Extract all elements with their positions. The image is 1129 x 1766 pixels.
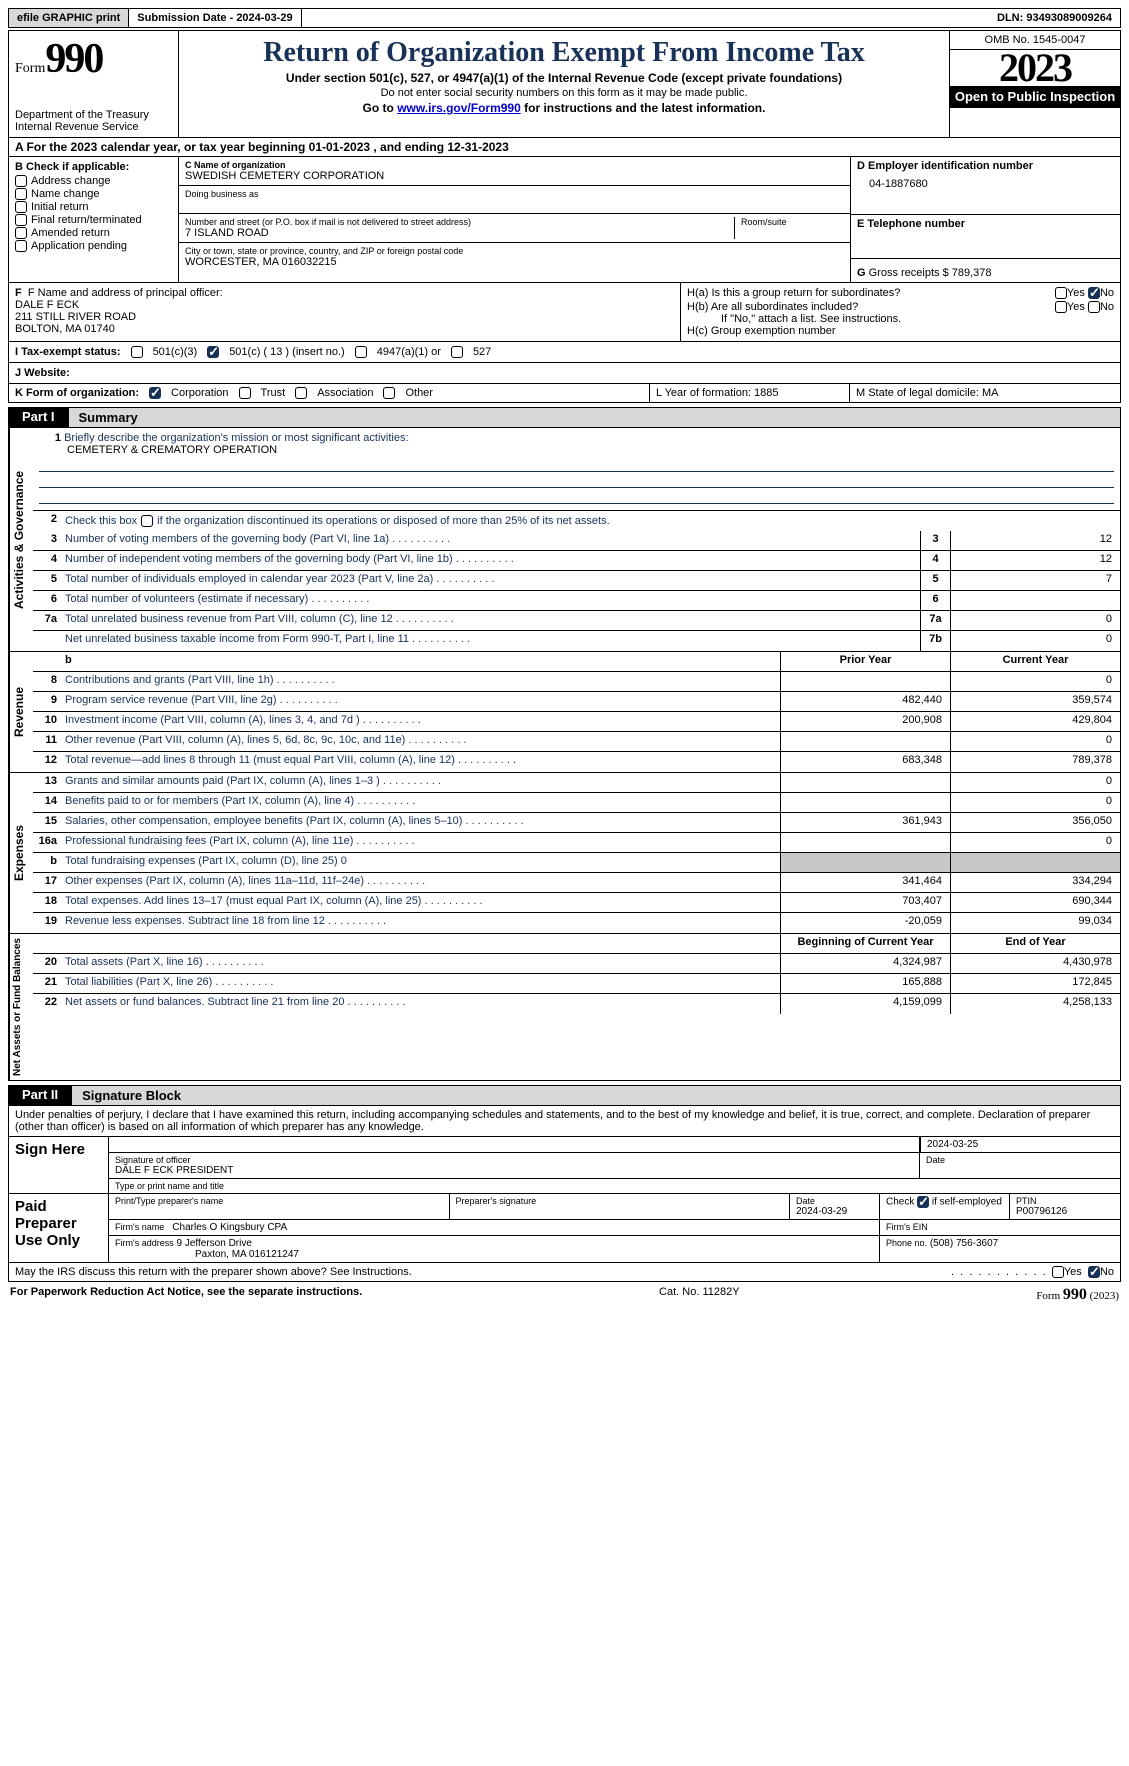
part1-header: Part I Summary — [8, 407, 1121, 428]
part2-header: Part II Signature Block — [8, 1085, 1121, 1106]
box-f: F F Name and address of principal office… — [9, 283, 680, 341]
chk-trust[interactable] — [239, 387, 251, 399]
chk-self-employed[interactable] — [917, 1196, 929, 1208]
box-h: H(a) Is this a group return for subordin… — [680, 283, 1120, 341]
sign-date: 2024-03-25 — [920, 1137, 1120, 1152]
chk-discuss-yes[interactable] — [1052, 1266, 1064, 1278]
row-j-website: J Website: — [8, 363, 1121, 384]
top-bar: efile GRAPHIC print Submission Date - 20… — [8, 8, 1121, 28]
section-fh: F F Name and address of principal office… — [8, 283, 1121, 342]
row-a-tax-year: A For the 2023 calendar year, or tax yea… — [8, 138, 1121, 157]
year-formation: L Year of formation: 1885 — [650, 384, 850, 402]
dln: DLN: 93493089009264 — [989, 9, 1120, 27]
chk-name-change[interactable] — [15, 188, 27, 200]
chk-discuss-no[interactable] — [1088, 1266, 1100, 1278]
form-header: Form990 Department of the Treasury Inter… — [8, 30, 1121, 138]
dept-treasury: Department of the Treasury — [15, 109, 172, 121]
box-b: B Check if applicable: Address change Na… — [9, 157, 179, 282]
officer-sig-name: DALE F ECK PRESIDENT — [115, 1165, 913, 1176]
chk-other[interactable] — [383, 387, 395, 399]
irs-label: Internal Revenue Service — [15, 121, 172, 133]
chk-ha-no[interactable] — [1088, 287, 1100, 299]
form-sub1: Under section 501(c), 527, or 4947(a)(1)… — [183, 71, 945, 85]
chk-corp[interactable] — [149, 387, 161, 399]
form990-link[interactable]: www.irs.gov/Form990 — [397, 101, 521, 115]
tax-year: 2023 — [950, 50, 1120, 86]
chk-hb-no[interactable] — [1088, 301, 1100, 313]
summary-netassets: Net Assets or Fund Balances Beginning of… — [8, 934, 1121, 1081]
efile-label: efile GRAPHIC print — [9, 9, 129, 27]
box-c: C Name of organization SWEDISH CEMETERY … — [179, 157, 850, 282]
chk-amended[interactable] — [15, 227, 27, 239]
chk-initial-return[interactable] — [15, 201, 27, 213]
summary-revenue: Revenue b Prior Year Current Year 8Contr… — [8, 652, 1121, 773]
org-name: SWEDISH CEMETERY CORPORATION — [185, 170, 844, 182]
city-state-zip: WORCESTER, MA 016032215 — [185, 256, 844, 268]
box-deg: D Employer identification number 04-1887… — [850, 157, 1120, 282]
row-klm: K Form of organization: Corporation Trus… — [8, 384, 1121, 403]
summary-governance: Activities & Governance 1 Briefly descri… — [8, 428, 1121, 652]
street-address: 7 ISLAND ROAD — [185, 227, 734, 239]
form-sub2: Do not enter social security numbers on … — [183, 87, 945, 99]
firm-phone: (508) 756-3607 — [930, 1238, 998, 1249]
form-number: 990 — [45, 36, 102, 82]
chk-assoc[interactable] — [295, 387, 307, 399]
discuss-row: May the IRS discuss this return with the… — [8, 1263, 1121, 1282]
row-i-taxexempt: I Tax-exempt status: 501(c)(3) 501(c) ( … — [8, 342, 1121, 363]
state-domicile: M State of legal domicile: MA — [850, 384, 1120, 402]
ein: 04-1887680 — [857, 172, 1114, 190]
chk-501c3[interactable] — [131, 346, 143, 358]
summary-expenses: Expenses 13Grants and similar amounts pa… — [8, 773, 1121, 934]
firm-name: Charles O Kingsbury CPA — [172, 1222, 287, 1233]
chk-501c[interactable] — [207, 346, 219, 358]
chk-discontinued[interactable] — [141, 515, 153, 527]
form-title: Return of Organization Exempt From Incom… — [183, 37, 945, 69]
perjury-text: Under penalties of perjury, I declare th… — [8, 1106, 1121, 1137]
chk-address-change[interactable] — [15, 175, 27, 187]
chk-527[interactable] — [451, 346, 463, 358]
chk-4947[interactable] — [355, 346, 367, 358]
chk-ha-yes[interactable] — [1055, 287, 1067, 299]
mission-text: CEMETERY & CREMATORY OPERATION — [39, 444, 1114, 456]
page-footer: For Paperwork Reduction Act Notice, see … — [8, 1282, 1121, 1308]
form-sub3: Go to www.irs.gov/Form990 for instructio… — [183, 101, 945, 115]
section-bcd: B Check if applicable: Address change Na… — [8, 157, 1121, 283]
chk-final-return[interactable] — [15, 214, 27, 226]
ptin: P00796126 — [1016, 1206, 1114, 1217]
sign-block: Sign Here 2024-03-25 Signature of office… — [8, 1137, 1121, 1263]
chk-hb-yes[interactable] — [1055, 301, 1067, 313]
chk-pending[interactable] — [15, 240, 27, 252]
gross-receipts: Gross receipts $ 789,378 — [869, 267, 992, 279]
form-word: Form — [15, 61, 45, 76]
officer-name: DALE F ECK — [15, 299, 674, 311]
submission-date: Submission Date - 2024-03-29 — [129, 9, 301, 27]
open-inspection: Open to Public Inspection — [950, 86, 1120, 108]
